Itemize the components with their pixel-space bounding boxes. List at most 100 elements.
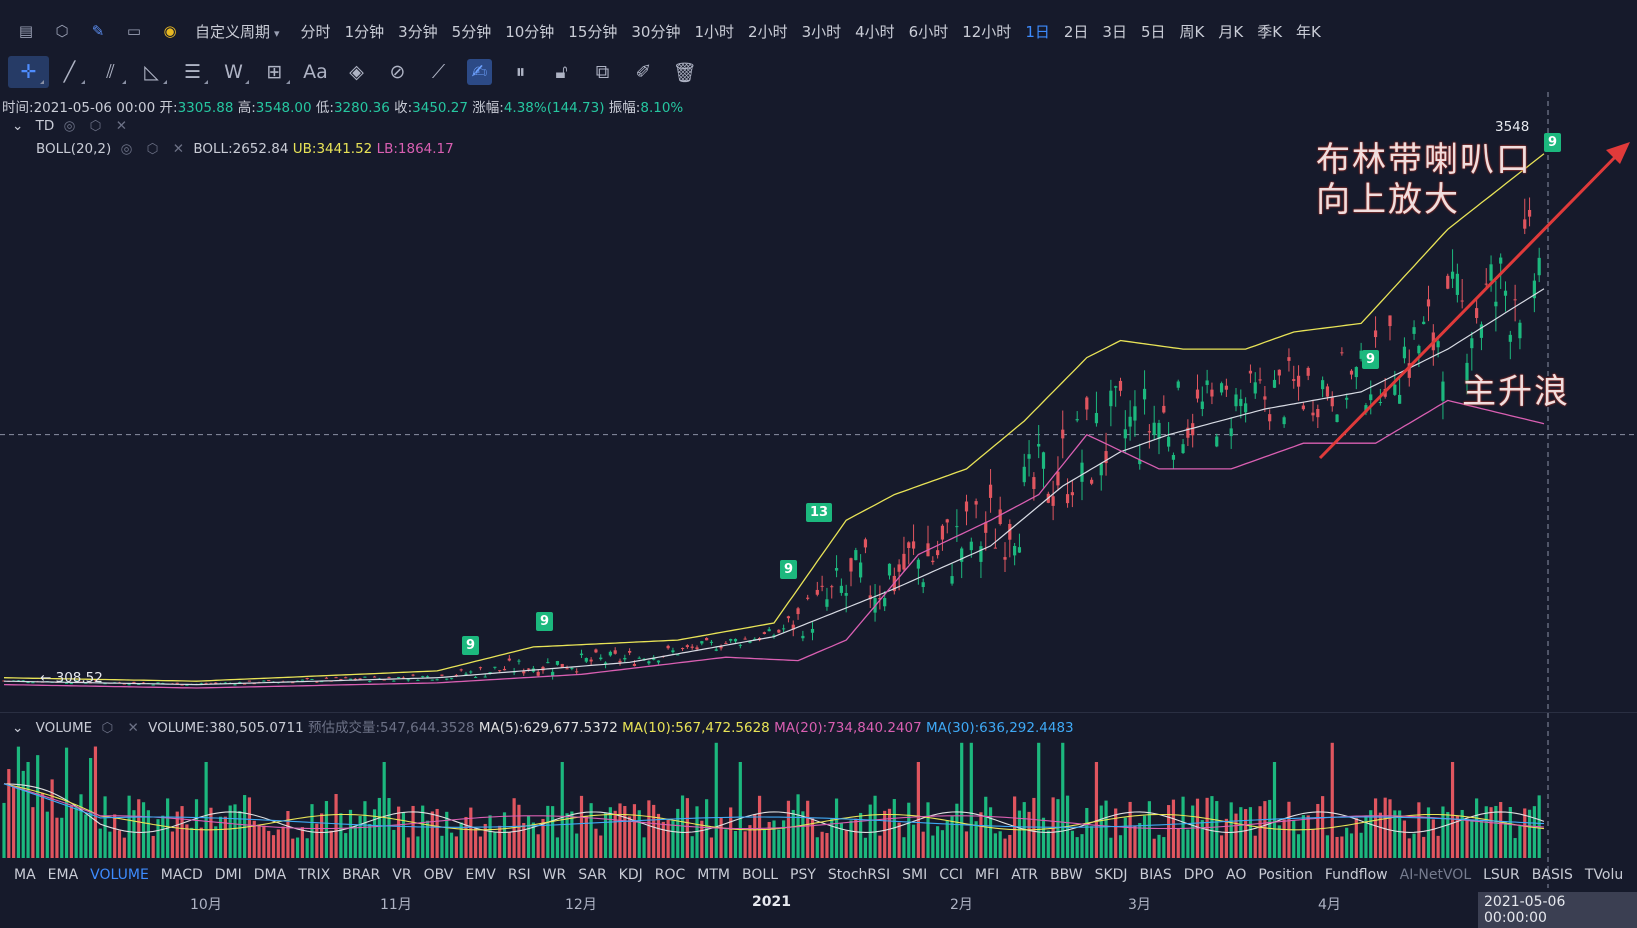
period-4[interactable]: 10分钟 [505, 22, 555, 41]
close-icon[interactable]: ✕ [127, 720, 139, 736]
edit-icon[interactable]: ✐ [635, 61, 652, 83]
wave-icon[interactable]: W [213, 56, 254, 88]
indicator-tab-ma[interactable]: MA [14, 867, 36, 883]
period-6[interactable]: 30分钟 [631, 22, 681, 41]
indicator-tab-mfi[interactable]: MFI [974, 867, 1000, 883]
indicator-tab-tvolu[interactable]: TVolu [1584, 867, 1624, 883]
indicator-tab-roc[interactable]: ROC [654, 867, 686, 883]
crosshair-icon[interactable]: ✛ [8, 56, 49, 88]
measure-icon[interactable]: ⊞ [254, 56, 295, 88]
parallel-channel-icon[interactable]: ⫽ [90, 56, 131, 88]
volume-bar [26, 762, 30, 858]
indicator-tab-psy[interactable]: PSY [790, 867, 816, 883]
period-3[interactable]: 5分钟 [451, 22, 492, 41]
indicator-tab-position[interactable]: Position [1258, 867, 1313, 883]
indicator-tab-macd[interactable]: MACD [160, 867, 203, 883]
period-10[interactable]: 4小时 [855, 22, 895, 41]
volume-bar [854, 818, 858, 858]
period-0[interactable]: 分时 [300, 22, 331, 41]
indicator-tab-dmi[interactable]: DMI [214, 867, 242, 883]
period-11[interactable]: 6小时 [908, 22, 949, 41]
period-17[interactable]: 周K [1179, 22, 1205, 41]
brush-icon[interactable]: ✍ [459, 56, 500, 88]
settings-icon[interactable]: ⬡ [146, 141, 159, 157]
indicator-tab-skdj[interactable]: SKDJ [1094, 867, 1128, 883]
custom-period-dropdown[interactable]: 自定义周期 [188, 21, 294, 42]
pane-divider[interactable] [0, 712, 1637, 713]
period-16[interactable]: 5日 [1140, 22, 1166, 41]
period-12[interactable]: 12小时 [962, 22, 1012, 41]
chart-type-icon[interactable]: ▤ [18, 22, 34, 40]
indicator-tab-sar[interactable]: SAR [578, 867, 607, 883]
eye-icon[interactable]: ◎ [120, 141, 133, 157]
angle-icon[interactable]: ◺ [131, 56, 172, 88]
collapse-icon[interactable]: ⌄ [12, 720, 24, 736]
settings-icon[interactable]: ⬡ [55, 22, 69, 40]
indicator-tab-mtm[interactable]: MTM [697, 867, 731, 883]
horizontal-lines-icon[interactable]: ☰ [172, 56, 213, 88]
replay-icon[interactable]: ◉ [163, 22, 177, 40]
indicator-tab-wr[interactable]: WR [542, 867, 567, 883]
settings-icon[interactable]: ⬡ [89, 118, 102, 134]
pattern-icon[interactable]: ◈ [349, 61, 364, 83]
candle-body [767, 629, 771, 632]
indicator-tab-bias[interactable]: BIAS [1139, 867, 1172, 883]
indicator-tab-ao[interactable]: AO [1226, 867, 1247, 883]
indicator-tab-kdj[interactable]: KDJ [618, 867, 643, 883]
indicator-tab-basis[interactable]: BASIS [1531, 867, 1573, 883]
pen-icon[interactable]: ✎ [91, 22, 105, 40]
indicator-tab-atr[interactable]: ATR [1011, 867, 1038, 883]
indicator-tab-trix[interactable]: TRIX [298, 867, 331, 883]
indicator-tab-volume[interactable]: VOLUME [90, 867, 149, 883]
candle-body [493, 666, 497, 668]
indicator-tab-emv[interactable]: EMV [465, 867, 496, 883]
period-8[interactable]: 2小时 [748, 22, 788, 41]
indicator-tab-stochrsi[interactable]: StochRSI [827, 867, 891, 883]
indicator-tab-obv[interactable]: OBV [423, 867, 454, 883]
position-icon[interactable]: ⏸ [515, 61, 526, 83]
close-icon[interactable]: ✕ [172, 141, 185, 157]
indicator-tab-dma[interactable]: DMA [253, 867, 287, 883]
close-icon[interactable]: ✕ [115, 118, 128, 134]
indicator-tab-bbw[interactable]: BBW [1050, 867, 1083, 883]
volume-bar [40, 792, 45, 858]
indicator-tab-ema[interactable]: EMA [47, 867, 79, 883]
indicator-tab-fundflow[interactable]: Fundflow [1324, 867, 1388, 883]
indicator-tab-cci[interactable]: CCI [939, 867, 963, 883]
period-5[interactable]: 15分钟 [568, 22, 618, 41]
period-14[interactable]: 2日 [1063, 22, 1089, 41]
period-18[interactable]: 月K [1218, 22, 1244, 41]
text-icon[interactable]: Aa [303, 61, 328, 83]
period-1[interactable]: 1分钟 [344, 22, 385, 41]
delete-icon[interactable]: 🗑︎ [672, 61, 697, 84]
indicator-tab-lsur[interactable]: LSUR [1483, 867, 1520, 883]
lock-icon[interactable]: 🔓︎ [555, 61, 568, 83]
ruler-icon[interactable]: ⟋ [431, 61, 446, 83]
fib-icon[interactable]: ⊘ [389, 61, 406, 83]
indicator-tab-brar[interactable]: BRAR [342, 867, 381, 883]
calendar-icon[interactable]: ▭ [126, 22, 142, 40]
volume-bar [1436, 835, 1440, 858]
period-20[interactable]: 年K [1296, 22, 1321, 41]
candle-body [676, 654, 680, 656]
period-19[interactable]: 季K [1257, 22, 1283, 41]
period-2[interactable]: 3分钟 [398, 22, 438, 41]
indicator-tab-boll[interactable]: BOLL [742, 867, 778, 883]
collapse-icon[interactable]: ⌄ [12, 118, 24, 134]
settings-icon[interactable]: ⬡ [101, 720, 114, 736]
period-9[interactable]: 3小时 [801, 22, 842, 41]
indicator-tab-dpo[interactable]: DPO [1183, 867, 1214, 883]
copy-icon[interactable]: ⧉ [595, 61, 610, 83]
td-label: TD [35, 118, 55, 134]
indicator-tab-rsi[interactable]: RSI [507, 867, 531, 883]
period-15[interactable]: 3日 [1102, 22, 1127, 41]
eye-icon[interactable]: ◎ [63, 118, 76, 134]
indicator-tab-vr[interactable]: VR [392, 867, 412, 883]
indicator-tab-smi[interactable]: SMI [902, 867, 928, 883]
trend-line-icon[interactable]: ╱ [49, 56, 90, 88]
indicator-tab-ai-netvol[interactable]: AI-NetVOL [1399, 867, 1472, 883]
period-7[interactable]: 1小时 [694, 22, 735, 41]
period-13[interactable]: 1日 [1025, 22, 1050, 41]
volume-bar [247, 797, 252, 858]
